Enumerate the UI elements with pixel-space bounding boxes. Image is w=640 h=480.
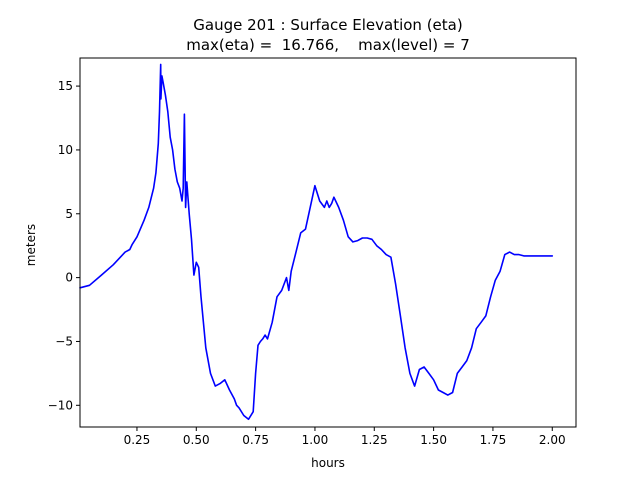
y-tick-label: 5: [65, 207, 73, 221]
x-tick-label: 1.00: [302, 433, 329, 447]
plot-area: 0.25 0.50 0.75 1.00 1.25 1.50 1.75 2.00 −10 −5 0 5 1…: [48, 57, 577, 447]
y-tick-label: −10: [48, 398, 73, 412]
series-line-0: [79, 63, 554, 421]
axes-frame: [79, 57, 577, 428]
x-tick-label: 1.25: [361, 433, 388, 447]
x-tick-label: 2.00: [539, 433, 566, 447]
chart-subtitle: max(eta) = 16.766, max(level) = 7: [186, 36, 470, 54]
x-tick-label: 0.75: [242, 433, 269, 447]
y-tick-label: 10: [58, 143, 73, 157]
x-tick-label: 0.25: [124, 433, 151, 447]
x-tick-label: 1.50: [420, 433, 447, 447]
y-tick-label: 0: [65, 271, 73, 285]
y-tick-label: 15: [58, 79, 73, 93]
x-axis-label: hours: [311, 456, 345, 470]
x-tick-label: 1.75: [480, 433, 507, 447]
chart-title: Gauge 201 : Surface Elevation (eta): [193, 16, 462, 34]
x-tick-label: 0.50: [183, 433, 210, 447]
y-tick-label: −5: [55, 334, 73, 348]
y-axis-label: meters: [24, 224, 38, 266]
